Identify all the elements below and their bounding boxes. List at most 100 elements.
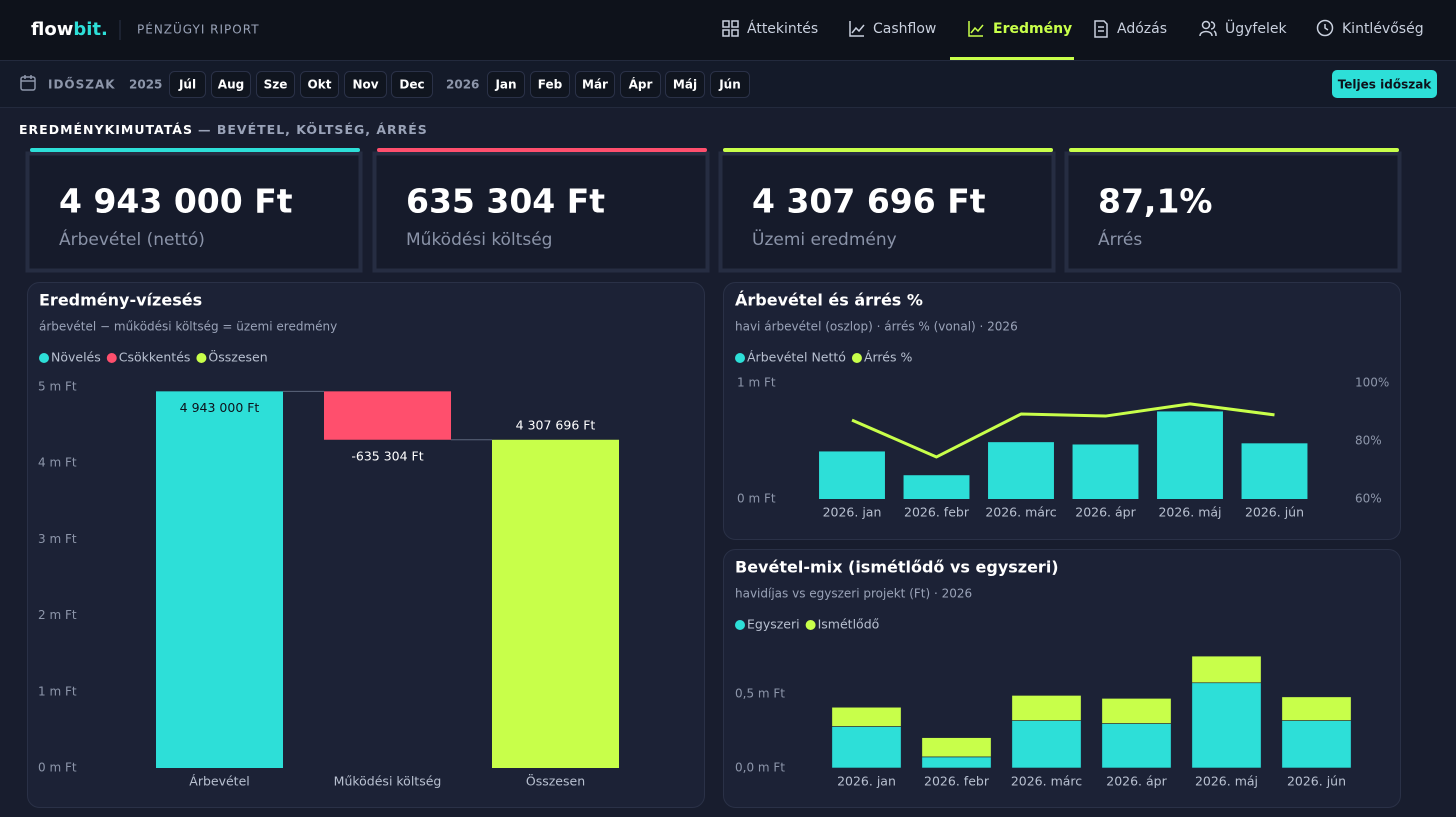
month-label[interactable]: Dec [399,78,424,92]
chart-card [723,282,1401,540]
month-label[interactable]: Már [582,78,608,92]
bar-segment [1011,720,1082,769]
y-tick-label: 2 m Ft [38,608,77,622]
month-button[interactable] [710,71,750,98]
kpi-value: 4 943 000 Ft [59,182,293,221]
bar-segment [831,706,902,727]
bar-segment [1281,696,1352,721]
bar [155,391,284,768]
period-label: IDŐSZAK [48,77,116,92]
chart-title: Eredmény-vízesés [39,291,202,310]
x-tick-label: 2026. máj [1158,505,1221,520]
month-label[interactable]: Máj [673,78,697,92]
month-button[interactable] [169,71,206,98]
chart: Eredmény-vízesés árbevétel − működési köl… [38,291,620,789]
kpi-label: Működési költség [406,230,552,250]
chart-subtitle: havi árbevétel (oszlop) · árrés % (vonal… [735,320,1018,334]
legend-swatch [735,620,745,630]
kpi-value: 4 307 696 Ft [752,182,986,221]
brand-accent: bit. [73,19,108,40]
line [851,402,1275,459]
section-subtitle: — BEVÉTEL, KÖLTSÉG, ÁRRÉS [198,122,428,137]
chart: Bevétel-mix (ismétlődő vs egyszeri) havid… [735,558,1352,789]
month-button[interactable] [344,71,387,98]
bar-segment [1281,720,1352,769]
legend-swatch [805,620,816,630]
y-tick-label: 0,5 m Ft [735,686,785,700]
month-label[interactable]: Jan [494,78,516,92]
month-label[interactable]: Ápr [629,77,653,92]
x-tick-label: Működési költség [334,774,442,789]
month-button[interactable] [256,71,295,98]
kpi-value: 87,1% [1098,182,1213,221]
month-button[interactable] [487,71,525,98]
legend-label: Ismétlődő [818,617,880,632]
kpi-accent [377,148,707,152]
month-label[interactable]: Sze [264,78,288,92]
y-tick-label: 80% [1355,434,1382,448]
charts: Eredmény-vízesés árbevétel − működési köl… [38,291,1389,789]
month-button[interactable] [665,71,705,98]
kpi-card [372,151,710,273]
kpi-card [25,151,363,273]
nav-item[interactable]: Ügyfelek [1225,19,1287,37]
kpi-row: 4 943 000 Ft Árbevétel (nettó) 635 304 Ft M… [25,148,1402,273]
icon-cashflow [849,21,865,37]
bar-segment [921,737,992,758]
month-button[interactable] [391,71,433,98]
x-tick-label: 2026. jan [837,774,896,789]
x-tick-label: 2026. febr [924,774,990,789]
y-tick-label: 100% [1355,376,1389,390]
month-label[interactable]: Feb [538,78,563,92]
year-label: 2026 [446,78,479,92]
bar [1157,411,1223,499]
legend-label: Árrés % [864,350,913,365]
nav-item[interactable]: Kintlévőség [1342,21,1424,37]
full-period-label[interactable]: Teljes időszak [1338,78,1433,92]
nav-item[interactable]: Eredmény [993,21,1072,37]
bar-segment [1011,695,1082,721]
x-tick-label: 2026. márc [1011,774,1082,789]
bar-segment [1191,682,1262,769]
legend-swatch [196,353,207,363]
bar-segment [1101,698,1172,724]
month-button[interactable] [620,71,661,98]
nav-item[interactable]: Áttekintés [747,20,818,37]
kpi-accent [30,148,360,152]
bar [988,442,1054,499]
bar-segment [831,726,902,769]
month-label[interactable]: Nov [352,78,378,92]
icon-overview [722,20,739,37]
y-tick-label: 3 m Ft [38,532,77,546]
bar-segment [1101,723,1172,769]
brand[interactable]: flowbit. [31,19,108,40]
calendar-icon [20,75,36,91]
report-subtitle: PÉNZÜGYI RIPORT [137,21,260,37]
month-button[interactable] [211,71,251,98]
bar-segment [921,756,992,769]
month-button[interactable] [575,71,615,98]
full-period-button[interactable] [1332,70,1437,98]
y-tick-label: 0 m Ft [737,492,776,506]
month-button[interactable] [530,71,570,98]
nav-icons [722,19,1334,38]
y-tick-label: 0,0 m Ft [735,761,785,775]
icon-tax [1094,20,1108,38]
month-button[interactable] [300,71,339,98]
month-label[interactable]: Jún [718,78,741,92]
bar [323,391,452,440]
nav: Áttekintés Cashflow Eredmény Adózás Ügyfelek… [747,19,1424,37]
nav-item[interactable]: Cashflow [873,21,936,37]
month-label[interactable]: Júl [178,78,196,92]
month-label[interactable]: Okt [308,78,332,92]
active-underline [950,57,1074,60]
section-title: EREDMÉNYKIMUTATÁS [19,122,193,137]
chart: Árbevétel és árrés % havi árbevétel (oszl… [735,291,1389,520]
y-tick-label: 4 m Ft [38,456,77,470]
legend-label: Árbevétel Nettó [747,350,846,365]
value-label: -635 304 Ft [351,448,423,463]
value-label: 4 943 000 Ft [180,400,260,415]
nav-item[interactable]: Adózás [1117,21,1167,37]
month-label[interactable]: Aug [218,78,244,92]
